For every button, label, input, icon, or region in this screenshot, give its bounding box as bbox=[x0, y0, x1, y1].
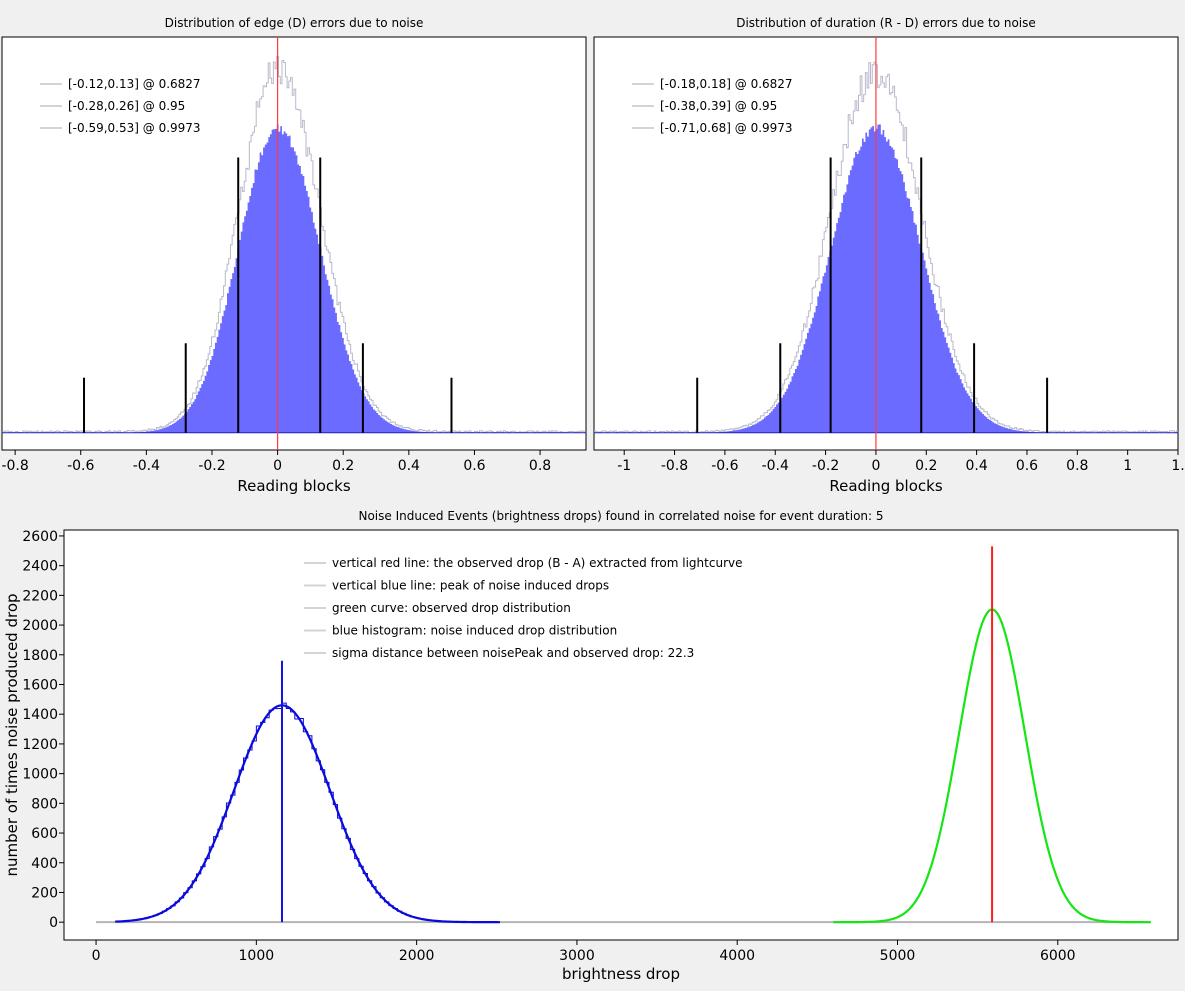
y-tick-label-2: 400 bbox=[31, 856, 58, 872]
x-tick-label-2: -0.4 bbox=[133, 458, 160, 474]
x-tick-label-8: 0.8 bbox=[529, 458, 551, 474]
x-tick-label-7: 0.4 bbox=[965, 458, 987, 474]
legend-entry-4: sigma distance between noisePeak and obs… bbox=[332, 646, 694, 660]
x-axis-label: brightness drop bbox=[562, 965, 680, 983]
x-axis-label: Reading blocks bbox=[237, 477, 350, 495]
y-tick-label-1: 200 bbox=[31, 885, 58, 901]
y-tick-label-12: 2400 bbox=[22, 559, 58, 575]
legend-entry-2: [-0.59,0.53] @ 0.9973 bbox=[68, 121, 201, 135]
edge-error-chart-svg: Distribution of edge (D) errors due to n… bbox=[1, 16, 587, 495]
x-tick-label-4: -0.2 bbox=[812, 458, 839, 474]
x-tick-label-7: 0.6 bbox=[463, 458, 485, 474]
y-tick-label-11: 2200 bbox=[22, 588, 58, 604]
y-tick-label-7: 1400 bbox=[22, 707, 58, 723]
y-tick-label-0: 0 bbox=[49, 915, 58, 931]
x-tick-label-3: 3000 bbox=[559, 948, 595, 964]
legend-entry-3: blue histogram: noise induced drop distr… bbox=[332, 624, 617, 638]
y-tick-label-3: 600 bbox=[31, 826, 58, 842]
legend-entry-1: [-0.28,0.26] @ 0.95 bbox=[68, 99, 185, 113]
duration-error-chart-svg: Distribution of duration (R - D) errors … bbox=[593, 16, 1185, 495]
x-tick-label-8: 0.6 bbox=[1016, 458, 1038, 474]
x-tick-label-4: 4000 bbox=[719, 948, 755, 964]
x-tick-label-2: 2000 bbox=[399, 948, 435, 964]
legend-entry-0: [-0.18,0.18] @ 0.6827 bbox=[660, 77, 793, 91]
x-tick-label-0: 0 bbox=[92, 948, 101, 964]
x-tick-label-4: 0 bbox=[273, 458, 282, 474]
legend-entry-0: [-0.12,0.13] @ 0.6827 bbox=[68, 77, 201, 91]
x-axis-label: Reading blocks bbox=[829, 477, 942, 495]
y-tick-label-13: 2600 bbox=[22, 529, 58, 545]
x-tick-label-5: 0 bbox=[871, 458, 880, 474]
duration-error-chart: Distribution of duration (R - D) errors … bbox=[592, 0, 1185, 500]
x-tick-label-5: 0.2 bbox=[332, 458, 354, 474]
y-axis-label: number of times noise produced drop bbox=[3, 593, 21, 876]
y-tick-label-9: 1800 bbox=[22, 648, 58, 664]
noise-events-chart-svg: Noise Induced Events (brightness drops) … bbox=[3, 509, 1179, 983]
chart-title: Distribution of duration (R - D) errors … bbox=[736, 16, 1036, 30]
plot-area bbox=[63, 529, 1179, 941]
histogram-outline bbox=[2, 55, 586, 434]
y-tick-label-6: 1200 bbox=[22, 737, 58, 753]
x-tick-label-3: -0.4 bbox=[762, 458, 789, 474]
x-tick-label-5: 5000 bbox=[880, 948, 916, 964]
x-tick-label-10: 1 bbox=[1123, 458, 1132, 474]
x-tick-label-11: 1. bbox=[1171, 458, 1184, 474]
y-tick-label-8: 1600 bbox=[22, 677, 58, 693]
legend-entry-1: vertical blue line: peak of noise induce… bbox=[332, 579, 609, 593]
histogram-bars bbox=[594, 124, 1178, 433]
noise-events-chart: Noise Induced Events (brightness drops) … bbox=[0, 500, 1185, 987]
legend-entry-1: [-0.38,0.39] @ 0.95 bbox=[660, 99, 777, 113]
x-tick-label-1: -0.6 bbox=[67, 458, 94, 474]
legend-entry-2: [-0.71,0.68] @ 0.9973 bbox=[660, 121, 793, 135]
x-tick-label-1: -0.8 bbox=[661, 458, 688, 474]
chart-title: Noise Induced Events (brightness drops) … bbox=[358, 509, 883, 523]
histogram-bars bbox=[2, 124, 586, 433]
y-tick-label-5: 1000 bbox=[22, 767, 58, 783]
x-tick-label-0: -0.8 bbox=[1, 458, 28, 474]
legend-entry-2: green curve: observed drop distribution bbox=[332, 601, 571, 615]
legend-entry-0: vertical red line: the observed drop (B … bbox=[332, 556, 742, 570]
y-tick-label-10: 2000 bbox=[22, 618, 58, 634]
x-tick-label-9: 0.8 bbox=[1066, 458, 1088, 474]
x-tick-label-6: 6000 bbox=[1040, 948, 1076, 964]
x-tick-label-3: -0.2 bbox=[198, 458, 225, 474]
y-tick-label-4: 800 bbox=[31, 796, 58, 812]
x-tick-label-0: -1 bbox=[617, 458, 631, 474]
edge-error-chart: Distribution of edge (D) errors due to n… bbox=[0, 0, 592, 500]
noise-fit-curve bbox=[115, 704, 500, 924]
chart-title: Distribution of edge (D) errors due to n… bbox=[165, 16, 424, 30]
x-tick-label-6: 0.2 bbox=[915, 458, 937, 474]
x-tick-label-6: 0.4 bbox=[398, 458, 420, 474]
x-tick-label-1: 1000 bbox=[239, 948, 275, 964]
x-tick-label-2: -0.6 bbox=[711, 458, 738, 474]
